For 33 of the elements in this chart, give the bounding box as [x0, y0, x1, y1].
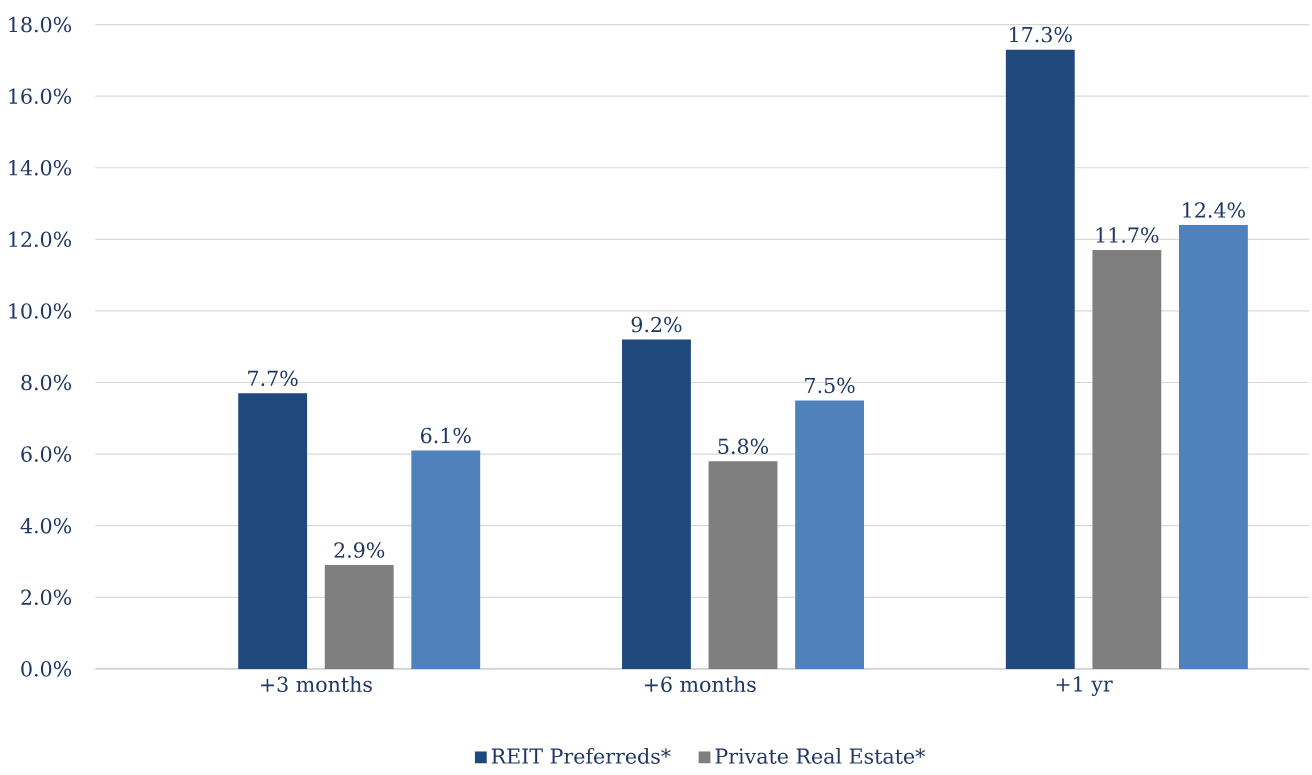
y-tick-label: 14.0%: [9, 160, 72, 176]
y-tick-label: 6.0%: [21, 446, 72, 463]
data-label: 17.3%: [1010, 27, 1072, 43]
bar: [411, 450, 481, 670]
legend-label: REIT Preferreds*: [491, 748, 671, 765]
y-tick-label: 16.0%: [9, 88, 72, 105]
y-tick-label: 0.0%: [21, 661, 72, 677]
bar: [324, 565, 394, 670]
bar: [708, 461, 778, 670]
data-label: 7.5%: [805, 377, 855, 394]
y-tick-label: 18.0%: [9, 17, 72, 33]
data-label: 2.9%: [334, 542, 385, 559]
bar: [1005, 49, 1075, 670]
x-tick-label: +1 yr: [1056, 676, 1113, 697]
bar: [1092, 250, 1162, 670]
y-tick-label: 12.0%: [9, 231, 72, 248]
data-label: 6.1%: [421, 427, 471, 444]
data-label: 5.8%: [718, 438, 769, 455]
data-label: 12.4%: [1183, 202, 1245, 218]
data-label: 11.7%: [1096, 227, 1159, 244]
y-tick-label: 4.0%: [20, 518, 72, 534]
y-tick-label: 8.0%: [21, 374, 72, 391]
y-tick-label: 2.0%: [21, 589, 72, 606]
data-label: 7.7%: [248, 370, 298, 387]
data-label: 9.2%: [631, 316, 682, 333]
bar: [238, 393, 308, 670]
x-tick-label: +6 months: [644, 676, 756, 693]
x-tick-label: +3 months: [261, 676, 372, 693]
bar: [622, 339, 691, 670]
bar: [1178, 225, 1248, 670]
legend-label: Private Real Estate*: [715, 748, 926, 765]
bar: [795, 400, 865, 670]
y-tick-label: 10.0%: [9, 303, 72, 319]
